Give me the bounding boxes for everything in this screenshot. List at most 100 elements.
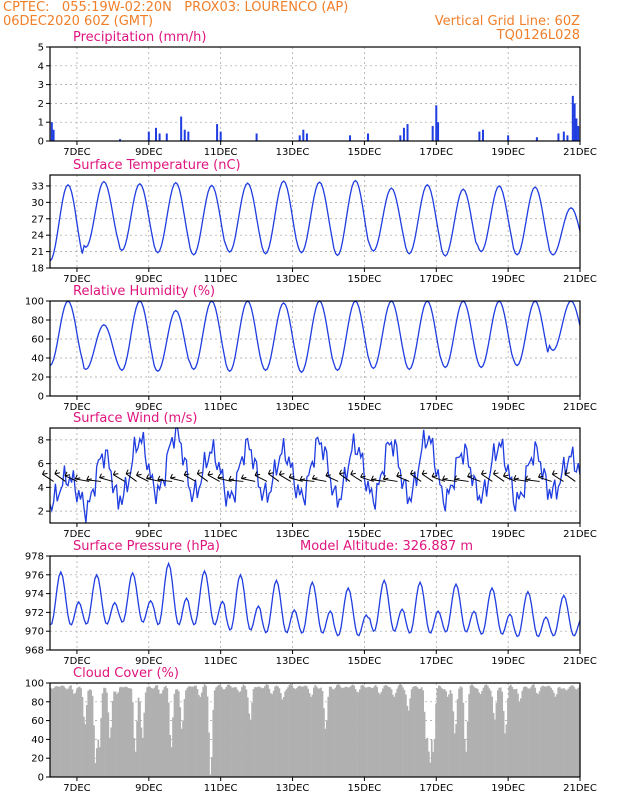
ytick-label: 972 [25,608,44,619]
wind-arrow-head-18 [254,471,261,476]
cloud-bar-248 [406,705,409,777]
wind-arrow-head-10 [157,475,163,481]
cloud-bar-216 [360,685,363,777]
cloud-bar-31 [94,762,97,777]
ytick-label: 8 [38,435,44,446]
precip-bar-34 [577,125,580,141]
ytick-label: 978 [25,552,44,563]
cloud-bar-215 [359,689,361,777]
cloud-bar-139 [249,719,252,777]
cloud-bar-201 [338,685,341,777]
cloud-bar-362 [570,685,573,777]
wind-arrow-head-6 [112,470,119,476]
cloud-bar-254 [415,686,417,777]
cloud-bar-68 [147,686,150,777]
cloud-bar-323 [514,689,516,777]
precip-bar-6 [165,133,168,141]
precip-bar-25 [481,129,484,141]
cloud-bar-8 [61,685,64,777]
precip-bar-8 [183,129,186,141]
wind-arrow-head-29 [382,475,389,480]
cloud-bar-352 [555,694,558,777]
cloud-bar-337 [534,687,537,777]
wind-arrow-head-39 [503,472,509,477]
cloud-bar-343 [542,686,545,777]
wind-arrow-head-13 [196,469,203,475]
cloud-bar-335 [531,684,534,777]
cloud-bar-12 [67,688,69,777]
precip-bar-10 [216,124,219,141]
cloud-bar-315 [502,710,505,777]
xtick-label: 17DEC [419,147,453,158]
cloud-bar-262 [426,737,429,777]
xtick-label: 21DEC [563,656,597,667]
cloud-bar-28 [90,690,92,777]
cloud-bar-181 [310,696,312,777]
precip-bar-20 [406,124,409,141]
cloud-bar-91 [180,728,183,777]
cloud-bar-113 [212,709,215,777]
cloud-bar-347 [548,686,551,777]
cloud-bar-62 [139,701,141,777]
cloud-bar-190 [323,708,325,777]
wind-arrow-head-42 [538,472,544,478]
xtick-label: 21DEC [563,529,597,540]
cloud-bar-249 [407,710,410,777]
cloud-bar-90 [179,707,182,777]
cloud-bar-255 [416,687,419,777]
cloud-bar-321 [511,686,514,777]
cloud-bar-240 [394,692,397,777]
xtick-label: 7DEC [63,783,90,794]
wind-arrow-head-14 [207,470,214,476]
cloud-bar-253 [413,686,416,777]
cloud-bar-202 [340,687,343,777]
cloud-bar-52 [124,686,127,777]
wind-arrow-head-5 [99,473,105,479]
cloud-bar-356 [561,688,564,777]
wind-arrow-32 [421,473,434,482]
cloud-bar-41 [108,737,111,777]
ytick-label: 20 [31,373,44,384]
xtick-label: 13DEC [276,529,310,540]
wind-arrow-13 [196,473,209,482]
wind-arrow-5 [99,477,114,482]
wind-arrow-7 [125,473,137,482]
cloud-bar-284 [458,688,460,777]
ytick-label: 0 [38,137,44,148]
wind-arrow-head-37 [480,469,487,475]
ytick-label: 968 [25,646,44,657]
wind-arrow-head-7 [125,469,132,475]
cloud-bar-236 [389,687,391,777]
cloud-bar-198 [334,687,337,777]
cloud-bar-324 [515,688,518,777]
xtick-label: 15DEC [348,402,382,413]
xtick-label: 19DEC [491,274,525,285]
cloud-bar-29 [91,695,94,777]
cloud-bar-88 [176,689,179,777]
cloud-bar-150 [265,684,268,777]
cloud-bar-143 [255,687,258,777]
cloud-bar-260 [423,711,426,777]
cloud-bar-313 [499,687,502,777]
wind-arrow-head-16 [228,475,235,481]
cloud-bar-295 [474,687,476,777]
cloud-bar-3 [54,686,57,777]
cloud-bar-51 [123,687,126,777]
wind-arrow-head-31 [410,469,416,475]
precip-bar-0 [50,122,53,141]
cloud-bar-283 [456,699,459,777]
cloud-bar-256 [417,688,420,777]
precip-bar-2 [119,139,122,141]
cloud-bar-357 [563,688,565,777]
cloud-bar-160 [279,693,282,777]
panel-frame-2 [49,300,581,397]
cloud-bar-319 [508,686,511,777]
ytick-label: 24 [31,231,44,242]
cloud-bar-199 [336,685,338,777]
wind-arrow-20 [279,474,292,482]
xtick-label: 9DEC [135,274,162,285]
panel-5 [46,682,581,781]
cloud-bar-133 [241,686,243,777]
xtick-label: 7DEC [63,274,90,285]
cloud-bar-327 [519,698,522,777]
